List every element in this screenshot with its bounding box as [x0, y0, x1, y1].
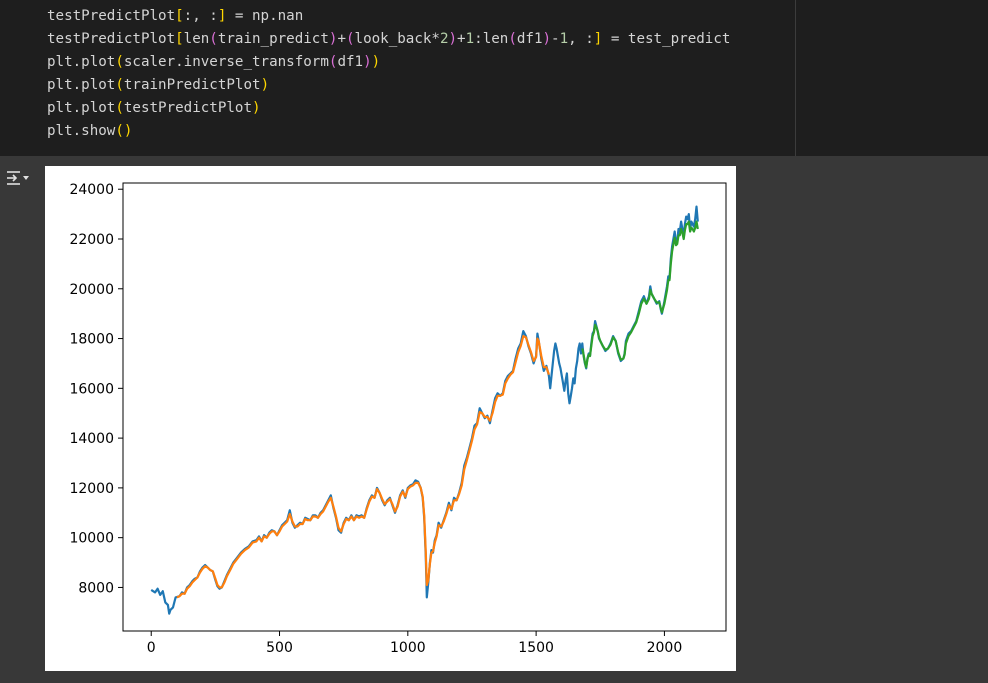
code-token: testPredictPlot: [123, 100, 253, 116]
code-line-4: plt.plot(trainPredictPlot): [47, 74, 269, 97]
y-tick-label: 18000: [69, 332, 114, 348]
code-token: ): [123, 123, 133, 139]
code-token: = test_predict: [602, 31, 731, 47]
code-token: = np.nan: [226, 8, 304, 24]
y-tick-label: 8000: [78, 580, 114, 596]
code-token: :: [474, 31, 483, 47]
code-token: plt.show: [47, 123, 116, 139]
code-token: , :: [568, 31, 594, 47]
x-tick-label: 1000: [390, 640, 426, 656]
code-token: [: [175, 8, 184, 24]
code-token: 1: [559, 31, 569, 47]
code-token: testPredictPlot: [47, 31, 176, 47]
y-tick-label: 20000: [69, 282, 114, 298]
code-token: df1: [516, 31, 543, 47]
code-line-1: testPredictPlot[:, :] = np.nan: [47, 5, 303, 28]
code-line-5: plt.plot(testPredictPlot): [47, 97, 261, 120]
code-token: :, :: [183, 8, 218, 24]
code-token: trainPredictPlot: [123, 77, 261, 93]
code-token: len: [183, 31, 210, 47]
y-tick-label: 24000: [69, 182, 114, 198]
series-line-1: [150, 205, 699, 615]
y-tick-label: 22000: [69, 232, 114, 248]
plot-image: 0 500 1000 1500 2000 8000 10000 12000 14000 1600…: [45, 166, 736, 671]
cell-output: 0 500 1000 1500 2000 8000 10000 12000 14000 1600…: [0, 156, 988, 683]
y-tick-label: 12000: [69, 481, 114, 497]
code-token: (: [115, 123, 124, 139]
code-token: (: [115, 77, 124, 93]
y-tick-label: 16000: [69, 381, 114, 397]
code-token: ): [252, 100, 261, 116]
x-tick-label: 2000: [647, 640, 683, 656]
x-tick-label: 500: [266, 640, 293, 656]
code-token: testPredictPlot: [47, 8, 176, 24]
code-token: len: [482, 31, 509, 47]
line-chart: 0 500 1000 1500 2000 8000 10000 12000 14000 1600…: [69, 182, 727, 656]
axes-frame: [122, 182, 727, 632]
code-token: ]: [217, 8, 227, 24]
code-line-2: testPredictPlot[len(train_predict)+(look…: [47, 28, 730, 51]
code-token: df1: [337, 54, 364, 70]
code-line-6: plt.show(): [47, 120, 132, 143]
output-toggle-icon[interactable]: [3, 166, 31, 190]
code-token: scaler.inverse_transform: [123, 54, 329, 70]
code-token: (: [508, 31, 517, 47]
x-tick-label: 0: [147, 640, 156, 656]
code-token: ): [371, 54, 381, 70]
code-token: ]: [593, 31, 603, 47]
code-token: ): [363, 54, 372, 70]
x-tick-label: 1500: [518, 640, 554, 656]
series-line-2: [176, 335, 550, 599]
code-token: plt.plot: [47, 100, 116, 116]
code-token: ): [448, 31, 458, 47]
code-editor[interactable]: testPredictPlot[:, :] = np.nan testPredi…: [0, 0, 796, 156]
code-token: train_predict: [217, 31, 329, 47]
code-cell[interactable]: testPredictPlot[:, :] = np.nan testPredi…: [0, 0, 988, 156]
code-token: 1: [465, 31, 475, 47]
code-token: (: [209, 31, 218, 47]
code-token: (: [345, 31, 355, 47]
code-line-3: plt.plot(scaler.inverse_transform(df1)): [47, 51, 380, 74]
code-token: ): [260, 77, 270, 93]
series-line-3: [581, 220, 699, 369]
code-token: -: [551, 31, 560, 47]
code-token: (: [115, 54, 124, 70]
code-token: 2: [439, 31, 449, 47]
y-tick-label: 10000: [69, 531, 114, 547]
code-token: plt.plot: [47, 54, 116, 70]
code-token: +: [337, 31, 346, 47]
y-tick-label: 14000: [69, 431, 114, 447]
code-token: [: [175, 31, 184, 47]
code-token: ): [328, 31, 338, 47]
code-token: +: [457, 31, 466, 47]
code-token: look_back*: [354, 31, 440, 47]
code-token: ): [542, 31, 552, 47]
code-token: (: [328, 54, 338, 70]
code-token: plt.plot: [47, 77, 116, 93]
code-token: (: [115, 100, 124, 116]
